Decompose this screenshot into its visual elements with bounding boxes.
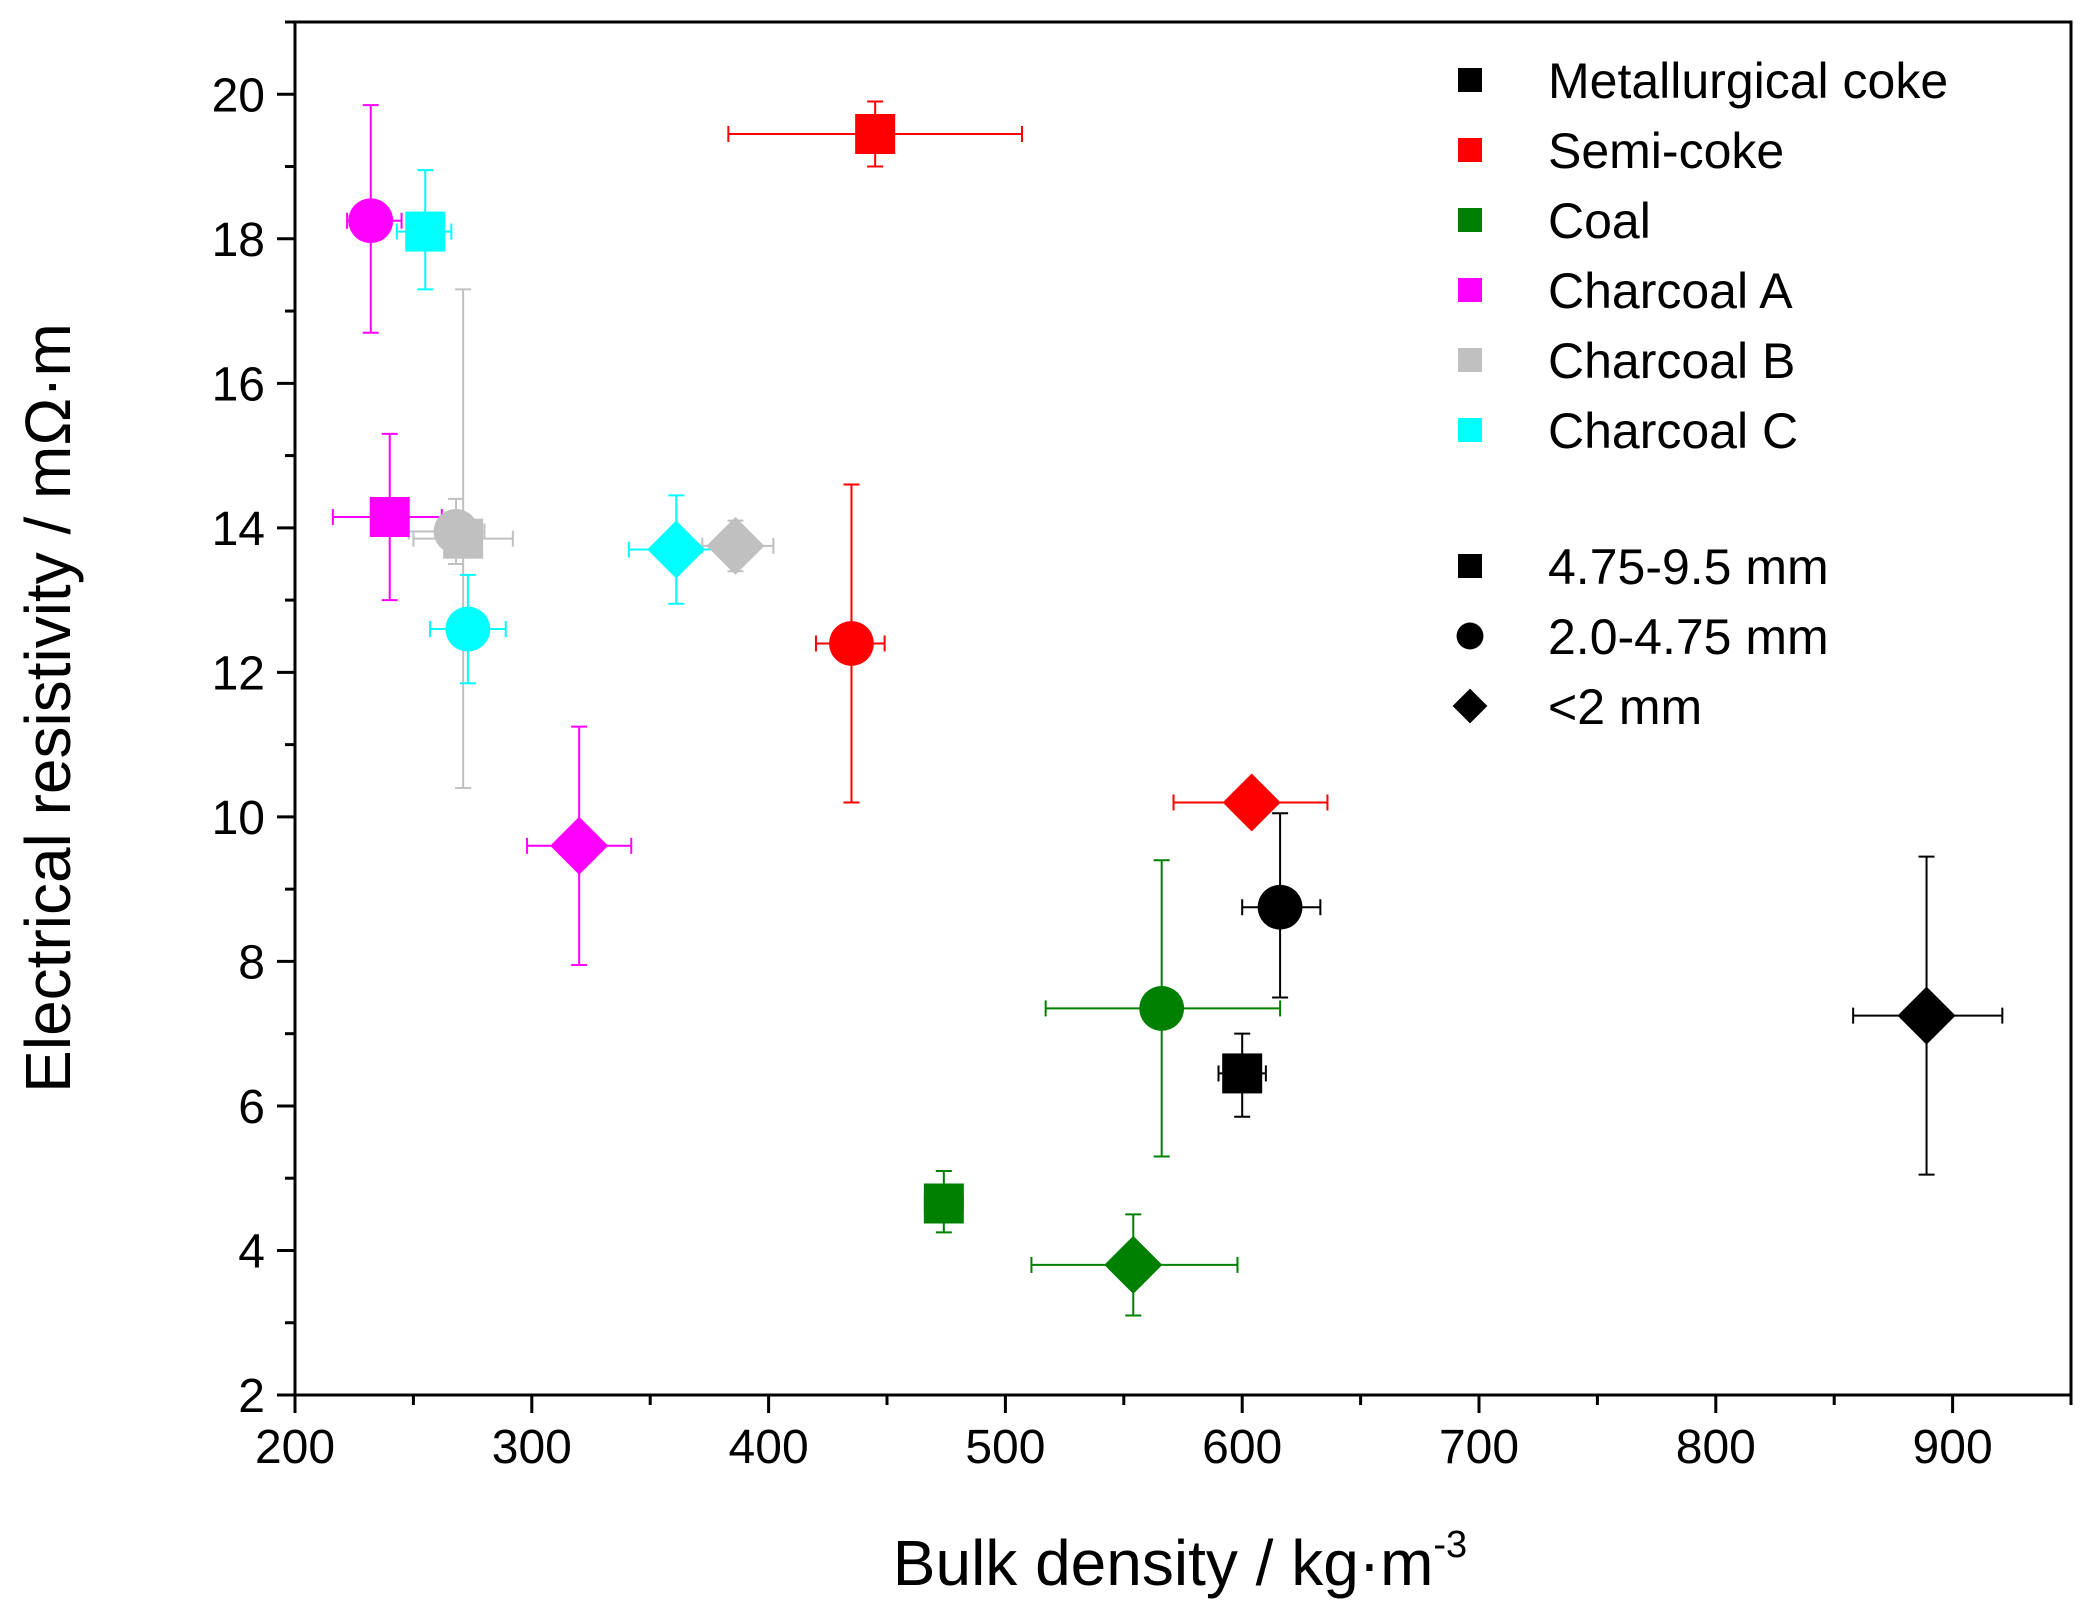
point-coal-square — [923, 1183, 964, 1224]
legend-marker-diamond — [1452, 688, 1488, 724]
legend-marker-circle — [1456, 622, 1484, 650]
x-tick-label: 300 — [492, 1421, 572, 1474]
y-tick-label: 16 — [212, 358, 265, 411]
point-semi-diamond — [1222, 773, 1281, 832]
legend-label-circle: 2.0-4.75 mm — [1548, 609, 1829, 665]
legend-swatch-met — [1458, 68, 1482, 92]
point-semi-circle — [829, 621, 874, 666]
point-charA-square — [369, 497, 410, 538]
x-tick-label: 700 — [1439, 1421, 1519, 1474]
plot-frame — [293, 20, 2073, 1397]
point-met-square — [1222, 1053, 1263, 1094]
legend-swatch-charB — [1458, 348, 1482, 372]
legend-swatch-semi — [1458, 138, 1482, 162]
x-axis-title-superscript: -3 — [1433, 1524, 1467, 1566]
y-tick-label: 6 — [238, 1081, 265, 1134]
legend-label-charA: Charcoal A — [1548, 263, 1793, 319]
axes — [293, 20, 2073, 1397]
point-charC-circle — [445, 606, 491, 652]
y-tick-label: 4 — [238, 1225, 265, 1278]
y-axis-title: Electrical resistivity / mΩ·m — [12, 323, 84, 1093]
y-axis-ticks: 2 4 6 8 10 12 14 16 18 20 — [212, 20, 295, 1423]
legend-label-charC: Charcoal C — [1548, 403, 1798, 459]
x-tick-label: 600 — [1202, 1421, 1282, 1474]
legend-label-diamond: <2 mm — [1548, 679, 1702, 735]
y-tick-label: 2 — [238, 1370, 265, 1423]
y-tick-label: 12 — [212, 647, 265, 700]
data-points — [348, 114, 1956, 1294]
y-tick-label: 14 — [212, 503, 265, 556]
legend-label-coal: Coal — [1548, 193, 1651, 249]
legend-label-square: 4.75-9.5 mm — [1548, 539, 1829, 595]
point-semi-square — [855, 114, 896, 155]
legend-marker-square — [1458, 554, 1482, 578]
x-axis-ticks: 200 300 400 500 600 700 800 900 — [255, 1395, 2073, 1474]
y-tick-label: 20 — [212, 69, 265, 122]
point-charA-circle — [348, 198, 394, 244]
y-tick-label: 18 — [212, 214, 265, 267]
legend-swatch-charC — [1458, 418, 1482, 442]
legend-swatch-coal — [1458, 208, 1482, 232]
legend-swatch-charA — [1458, 278, 1482, 302]
y-tick-label: 8 — [238, 936, 265, 989]
x-tick-label: 900 — [1913, 1421, 1993, 1474]
point-coal-diamond — [1104, 1235, 1163, 1294]
point-charC-square — [405, 211, 446, 252]
x-axis-title: Bulk density / kg·m-3 — [893, 1524, 1467, 1599]
legend-label-semi: Semi-coke — [1548, 123, 1784, 179]
legend: Metallurgical coke Semi-coke Coal Charcoal … — [1452, 53, 1948, 735]
x-tick-label: 800 — [1676, 1421, 1756, 1474]
x-tick-label: 500 — [965, 1421, 1045, 1474]
point-charA-diamond — [550, 816, 609, 875]
y-tick-label: 10 — [212, 792, 265, 845]
point-met-diamond — [1897, 986, 1956, 1045]
point-charB-square — [443, 518, 484, 559]
legend-label-charB: Charcoal B — [1548, 333, 1795, 389]
x-tick-label: 400 — [729, 1421, 809, 1474]
point-charC-diamond — [647, 520, 706, 579]
point-coal-circle — [1139, 985, 1185, 1031]
legend-label-met: Metallurgical coke — [1548, 53, 1948, 109]
x-tick-label: 200 — [255, 1421, 335, 1474]
point-met-circle — [1257, 884, 1303, 930]
point-charB-diamond — [706, 516, 765, 575]
